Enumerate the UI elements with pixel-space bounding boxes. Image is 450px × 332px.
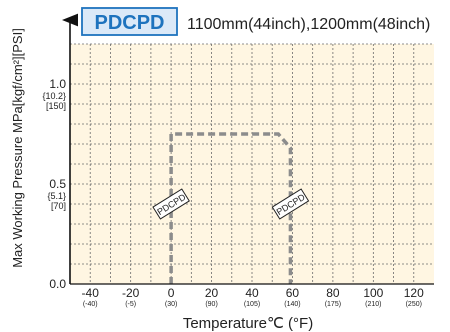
title-group: PDCPD 1100mm(44inch),1200mm(48inch) — [81, 7, 430, 36]
y-tick-label-unit: [150] — [46, 101, 66, 111]
series-label-box — [152, 188, 190, 220]
title-badge-box — [81, 7, 178, 36]
y-tick-label-unit: {10.2} — [42, 91, 66, 101]
x-tick-label-fahrenheit: (175) — [325, 301, 341, 308]
x-axis-title: Temperature℃ (°F) — [183, 315, 313, 332]
x-tick-label: 40 — [245, 286, 259, 300]
x-tick-label-fahrenheit: (90) — [205, 301, 217, 308]
title-badge: PDCPD — [94, 12, 164, 34]
y-tick-label: 0.5 — [49, 177, 66, 191]
x-tick-label: 100 — [363, 286, 383, 300]
x-tick-label-fahrenheit: (250) — [406, 301, 422, 308]
grid — [70, 43, 434, 284]
x-tick-label: -20 — [122, 286, 140, 300]
x-tick-label: 120 — [404, 286, 424, 300]
x-tick-label-fahrenheit: (30) — [165, 301, 177, 308]
x-tick-labels: -40(-40) -20(-5) 0(30) 20(90) 40(105) 60(140)… — [82, 286, 425, 308]
x-tick-label: 60 — [286, 286, 300, 300]
x-tick-label: -40 — [82, 286, 100, 300]
x-tick-label-fahrenheit: (-5) — [125, 301, 136, 308]
x-tick-label-fahrenheit: (-40) — [83, 301, 98, 308]
y-tick-label-unit: {5.1} — [47, 191, 66, 201]
y-tick-label: 1.0 — [49, 77, 66, 91]
x-tick-label: 80 — [326, 286, 340, 300]
pdcpd-series-line — [169, 132, 293, 284]
x-tick-label-fahrenheit: (140) — [284, 301, 300, 308]
series-layer: PDCPD PDCPD — [152, 132, 310, 284]
x-tick-label-fahrenheit: (105) — [244, 301, 260, 308]
y-axis-title: Max Working Pressure MPa[kgf/cm²][PSI] — [10, 28, 25, 268]
x-tick-label: 20 — [205, 286, 219, 300]
y-tick-label: 0.0 — [49, 277, 66, 291]
x-tick-label-fahrenheit: (210) — [365, 301, 381, 308]
x-tick-label: 0 — [168, 286, 175, 300]
y-tick-label-unit: [70] — [51, 201, 66, 211]
y-tick-labels: 0.0 0.5{5.1}[70] 1.0{10.2}[150] — [42, 77, 66, 291]
chart-title: 1100mm(44inch),1200mm(48inch) — [187, 16, 430, 33]
series-label-box — [271, 188, 310, 220]
